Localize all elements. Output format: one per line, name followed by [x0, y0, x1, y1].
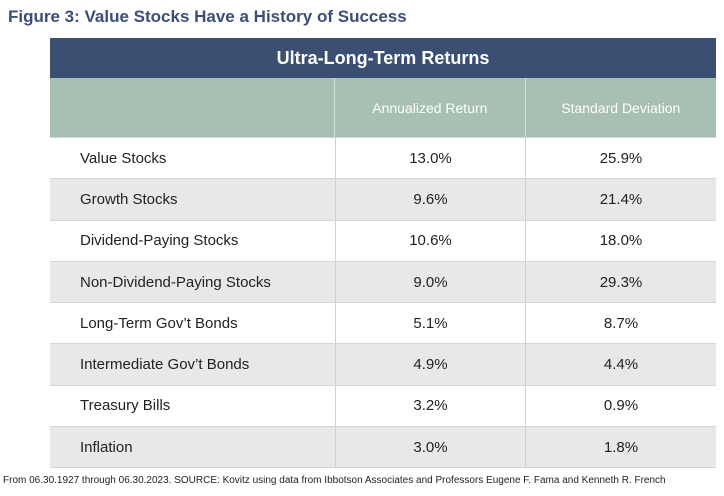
- annualized-return-value: 13.0%: [335, 138, 525, 179]
- annualized-return-value: 3.0%: [335, 427, 525, 468]
- annualized-return-value: 3.2%: [335, 385, 525, 427]
- row-label: Inflation: [80, 438, 133, 456]
- column-header-row: Annualized Return Standard Deviation: [50, 78, 716, 137]
- standard-deviation-value: 1.8%: [525, 427, 716, 468]
- row-label: Non-Dividend-Paying Stocks: [80, 273, 271, 291]
- standard-deviation-value: 25.9%: [525, 138, 716, 179]
- table-row: Value Stocks 13.0% 25.9%: [50, 137, 716, 179]
- column-header-annualized-return: Annualized Return: [334, 78, 524, 137]
- annualized-return-value: 5.1%: [335, 303, 525, 344]
- table-row: Non-Dividend-Paying Stocks 9.0% 29.3%: [50, 260, 716, 303]
- column-header-standard-deviation: Standard Deviation: [524, 78, 716, 137]
- table-body: Value Stocks 13.0% 25.9% Growth Stocks 9.6% 2…: [50, 137, 716, 469]
- annualized-return-value: 10.6%: [335, 220, 525, 261]
- standard-deviation-value: 8.7%: [525, 303, 716, 344]
- annualized-return-value: 4.9%: [335, 344, 525, 385]
- table-title: Ultra-Long-Term Returns: [50, 38, 716, 78]
- table-row: Inflation 3.0% 1.8%: [50, 426, 716, 468]
- annualized-return-value: 9.6%: [335, 179, 525, 220]
- standard-deviation-value: 4.4%: [525, 344, 716, 385]
- annualized-return-value: 9.0%: [335, 261, 525, 303]
- row-label: Treasury Bills: [80, 397, 171, 415]
- table-row: Growth Stocks 9.6% 21.4%: [50, 178, 716, 220]
- table-row: Treasury Bills 3.2% 0.9%: [50, 384, 716, 427]
- table-row: Long-Term Gov’t Bonds 5.1% 8.7%: [50, 302, 716, 344]
- row-label: Dividend-Paying Stocks: [80, 232, 239, 250]
- standard-deviation-value: 29.3%: [525, 261, 716, 303]
- returns-table: Ultra-Long-Term Returns Annualized Retur…: [50, 38, 716, 469]
- table-row: Dividend-Paying Stocks 10.6% 18.0%: [50, 219, 716, 261]
- figure-title: Figure 3: Value Stocks Have a History of…: [8, 7, 407, 26]
- source-note: From 06.30.1927 through 06.30.2023. SOUR…: [3, 475, 666, 486]
- standard-deviation-value: 18.0%: [525, 220, 716, 261]
- row-label: Long-Term Gov’t Bonds: [80, 314, 238, 332]
- standard-deviation-value: 21.4%: [525, 179, 716, 220]
- row-label: Intermediate Gov’t Bonds: [80, 356, 250, 374]
- table-row: Intermediate Gov’t Bonds 4.9% 4.4%: [50, 343, 716, 385]
- row-label: Growth Stocks: [80, 190, 178, 208]
- row-label: Value Stocks: [80, 149, 167, 167]
- column-header-blank: [50, 78, 334, 137]
- standard-deviation-value: 0.9%: [525, 385, 716, 427]
